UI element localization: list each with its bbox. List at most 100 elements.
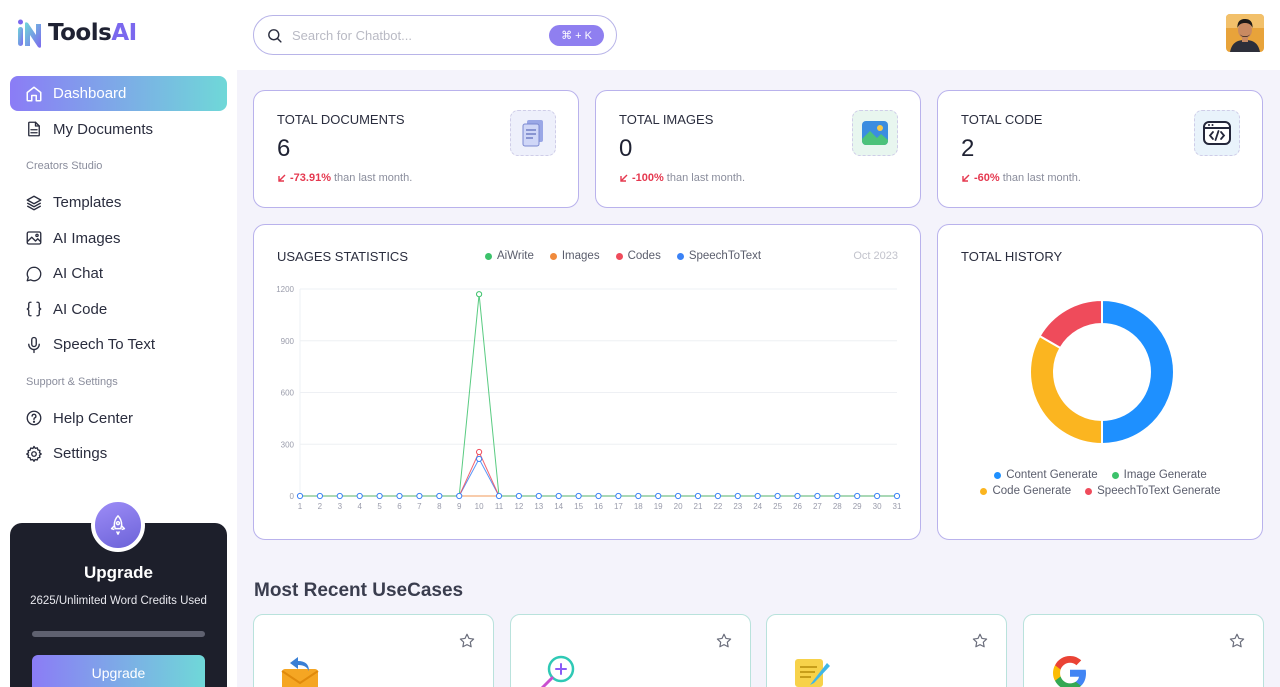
legend-item-images[interactable]: Images xyxy=(549,250,600,262)
data-point-speechtotext xyxy=(436,492,443,500)
series-line-codes xyxy=(300,450,897,497)
donut-slice-content-generate[interactable] xyxy=(1101,298,1175,446)
legend-item-content-generate[interactable]: Content Generate xyxy=(994,469,1098,481)
magnifier-plus-icon xyxy=(540,655,575,687)
user-avatar-icon xyxy=(1226,14,1264,52)
sidebar-item-label: AI Chat xyxy=(53,265,104,282)
x-tick-label: 1 xyxy=(298,502,303,511)
x-tick-label: 8 xyxy=(437,502,442,511)
x-tick-label: 19 xyxy=(654,502,663,511)
star-icon[interactable] xyxy=(971,632,989,650)
data-point-speechtotext xyxy=(476,455,483,463)
star-icon[interactable] xyxy=(1228,632,1246,650)
stat-value: 2 xyxy=(961,135,975,162)
x-tick-label: 17 xyxy=(614,502,623,511)
sidebar-item-label: Settings xyxy=(53,445,108,462)
upgrade-card: Upgrade 2625/Unlimited Word Credits Used… xyxy=(10,498,227,687)
sidebar-item-settings[interactable]: Settings xyxy=(10,436,227,471)
x-tick-label: 13 xyxy=(534,502,543,511)
x-tick-label: 31 xyxy=(893,502,902,511)
brand-logo[interactable]: ToolsAI xyxy=(16,16,137,50)
legend-item-code-generate[interactable]: Code Generate xyxy=(980,485,1071,497)
stat-card-code[interactable]: TOTAL CODE 2 -60% than last month. xyxy=(937,90,1263,208)
donut-slice-code-generate[interactable] xyxy=(1029,334,1103,446)
series-line-speechtotext xyxy=(300,457,897,497)
sidebar-item-ai-images[interactable]: AI Images xyxy=(10,221,227,256)
sidebar-item-templates[interactable]: Templates xyxy=(10,185,227,220)
stat-card-images[interactable]: TOTAL IMAGES 0 -100% than last month. xyxy=(595,90,921,208)
legend-item-speechtotext-generate[interactable]: SpeechToText Generate xyxy=(1085,485,1221,497)
sidebar-item-ai-code[interactable]: AI Code xyxy=(10,292,227,327)
donut-legend: Content Generate Image Generate Code Gen… xyxy=(938,469,1263,501)
braces-icon xyxy=(26,301,42,317)
legend-item-codes[interactable]: Codes xyxy=(615,250,661,262)
x-tick-label: 4 xyxy=(357,502,362,511)
usecase-card[interactable] xyxy=(766,614,1007,687)
chat-bubble-icon xyxy=(26,266,42,281)
data-point-speechtotext xyxy=(555,492,562,500)
search-input[interactable] xyxy=(292,25,532,45)
data-point-speechtotext xyxy=(893,492,901,500)
legend-dot xyxy=(549,252,557,260)
x-tick-label: 21 xyxy=(694,502,703,511)
x-tick-label: 18 xyxy=(634,502,643,511)
data-point-speechtotext xyxy=(774,492,781,500)
x-tick-label: 11 xyxy=(495,502,504,511)
x-tick-label: 28 xyxy=(833,502,842,511)
sidebar-item-help-center[interactable]: Help Center xyxy=(10,401,227,436)
stat-card-documents[interactable]: TOTAL DOCUMENTS 6 -73.91% than last mont… xyxy=(253,90,579,208)
search-bar: ⌘ + K xyxy=(253,15,617,55)
upgrade-badge xyxy=(91,498,145,552)
image-icon xyxy=(26,231,42,245)
x-tick-label: 16 xyxy=(594,502,603,511)
upgrade-button[interactable]: Upgrade xyxy=(32,655,205,687)
legend-dot xyxy=(1085,487,1093,495)
legend-item-aiwrite[interactable]: AiWrite xyxy=(485,250,534,262)
data-point-speechtotext xyxy=(595,492,602,500)
usecase-card[interactable] xyxy=(510,614,751,687)
x-tick-label: 12 xyxy=(514,502,523,511)
sidebar-item-my-documents[interactable]: My Documents xyxy=(10,112,227,147)
data-point-speechtotext xyxy=(854,492,861,500)
picture-icon xyxy=(852,110,898,156)
data-point-codes xyxy=(476,448,483,456)
sidebar-item-label: AI Code xyxy=(53,300,108,318)
trend-down-icon xyxy=(962,174,970,182)
sidebar-item-label: Templates xyxy=(53,194,122,211)
stat-label: TOTAL CODE xyxy=(961,112,1043,127)
legend-item-speechtotext[interactable]: SpeechToText xyxy=(676,250,761,262)
star-icon[interactable] xyxy=(715,632,733,650)
data-point-speechtotext xyxy=(396,492,403,500)
sidebar-item-ai-chat[interactable]: AI Chat xyxy=(10,256,227,291)
legend-item-image-generate[interactable]: Image Generate xyxy=(1111,469,1207,481)
x-tick-label: 14 xyxy=(554,502,563,511)
home-icon xyxy=(26,86,42,101)
usecase-card[interactable] xyxy=(1023,614,1264,687)
data-point-speechtotext xyxy=(734,492,741,500)
data-point-speechtotext xyxy=(615,492,622,500)
logo-mark-icon xyxy=(18,19,41,48)
data-point-speechtotext xyxy=(635,492,642,500)
brand-name: ToolsAI xyxy=(48,20,137,46)
x-tick-label: 6 xyxy=(397,502,402,511)
avatar[interactable] xyxy=(1226,14,1264,52)
x-tick-label: 10 xyxy=(475,502,484,511)
x-tick-label: 20 xyxy=(674,502,683,511)
sidebar-item-label: My Documents xyxy=(53,120,154,138)
sidebar-item-dashboard[interactable]: Dashboard xyxy=(10,76,227,111)
layers-icon xyxy=(26,195,42,210)
legend-dot xyxy=(615,252,623,260)
y-tick-label: 1200 xyxy=(276,285,294,294)
stat-change: -73.91% than last month. xyxy=(277,172,412,184)
stat-label: TOTAL IMAGES xyxy=(619,112,714,127)
donut-slice-speechtotext-generate[interactable] xyxy=(1038,298,1103,350)
star-icon[interactable] xyxy=(458,632,476,650)
x-tick-label: 3 xyxy=(338,502,343,511)
usecase-card[interactable] xyxy=(253,614,494,687)
data-point-speechtotext xyxy=(336,492,343,500)
rocket-icon xyxy=(110,515,126,535)
sidebar-nav: Dashboard My Documents Creators Studio T… xyxy=(10,76,227,472)
sidebar-item-speech-to-text[interactable]: Speech To Text xyxy=(10,327,227,362)
total-history-card: TOTAL HISTORY Content Generate Image Gen… xyxy=(937,224,1263,540)
upgrade-title: Upgrade xyxy=(84,563,153,582)
